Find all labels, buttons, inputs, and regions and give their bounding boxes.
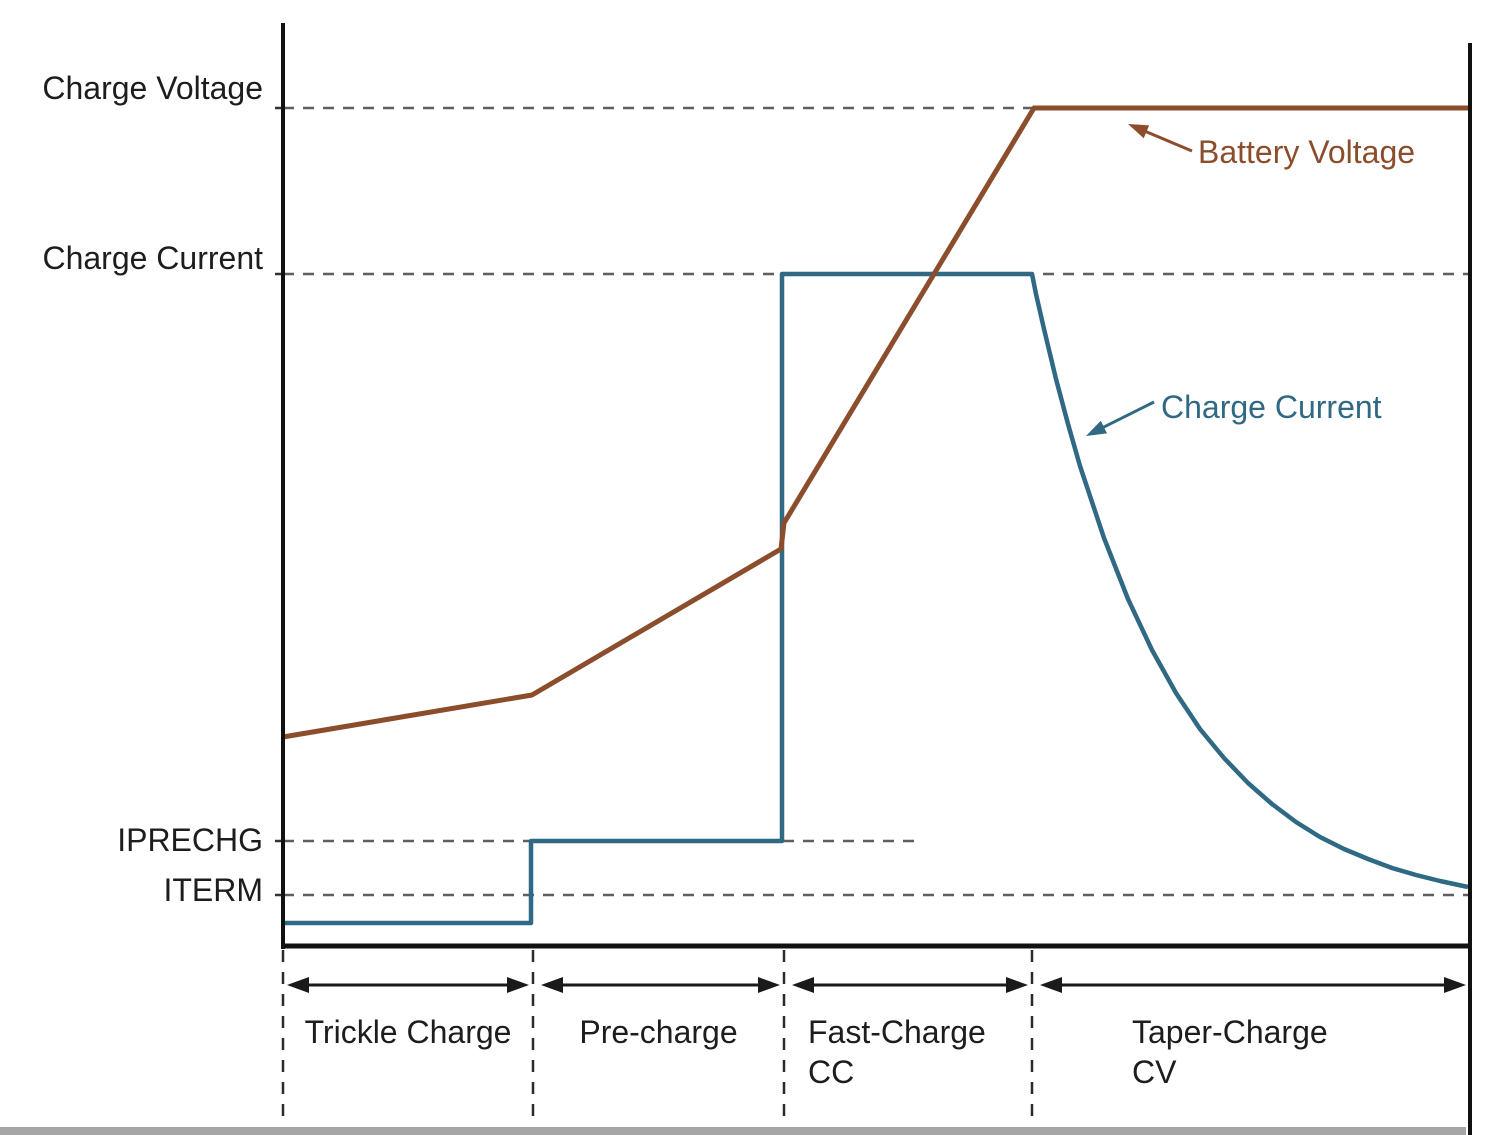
y-label-charge-voltage: Charge Voltage [42, 70, 263, 106]
phase-span-arrowhead-right-3 [1444, 977, 1466, 993]
charge-current-leader-line [1099, 400, 1155, 431]
phase-span-arrowhead-right-1 [758, 977, 780, 993]
battery-voltage-leader-arrowhead [1128, 124, 1150, 139]
phase-label-taper-charge-line1: Taper-Charge [1132, 1014, 1328, 1050]
y-label-iterm: ITERM [163, 872, 263, 908]
charge-current-curve [283, 271, 1469, 926]
series-label-charge-current: Charge Current [1161, 389, 1382, 425]
y-label-iprechg: IPRECHG [117, 822, 263, 858]
phase-span-arrowhead-right-0 [507, 977, 529, 993]
charge-current-leader-arrowhead [1086, 420, 1108, 436]
phase-label-taper-charge-line2: CV [1132, 1054, 1177, 1090]
y-label-charge-current: Charge Current [42, 240, 263, 276]
phase-span-arrowhead-right-2 [1006, 977, 1028, 993]
phase-label-taper-charge: Taper-Charge CV [1132, 1012, 1328, 1092]
phase-label-trickle-charge: Trickle Charge [304, 1014, 512, 1050]
phase-span-arrowhead-left-3 [1040, 977, 1062, 993]
battery-voltage-leader-line [1142, 128, 1193, 153]
phase-span-arrowhead-left-0 [287, 977, 309, 993]
phase-span-arrowhead-left-1 [541, 977, 563, 993]
phase-label-pre-charge: Pre-charge [579, 1014, 738, 1050]
series-label-battery-voltage: Battery Voltage [1198, 134, 1416, 170]
phase-span-arrowhead-left-2 [792, 977, 814, 993]
phase-label-fast-charge: Fast-Charge CC [808, 1012, 986, 1092]
phase-label-fast-charge-line2: CC [808, 1054, 855, 1090]
phase-label-fast-charge-line1: Fast-Charge [808, 1014, 986, 1050]
bottom-window-bar [0, 1127, 1466, 1135]
battery-voltage-curve [282, 105, 1470, 740]
